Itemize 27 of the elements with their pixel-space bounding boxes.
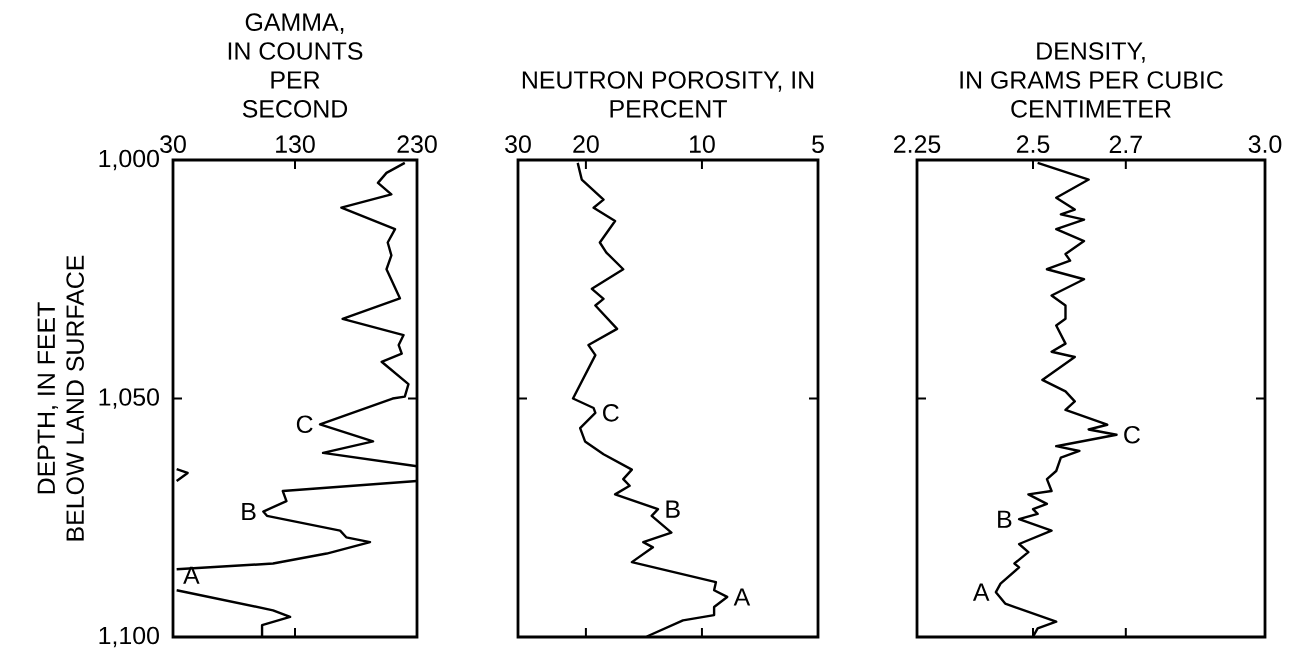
x-tick-label: 30 xyxy=(160,135,186,153)
y-axis-title: DEPTH, IN FEET BELOW LAND SURFACE xyxy=(37,255,84,541)
annotation: A xyxy=(972,583,990,601)
x-tick-label: 2.7 xyxy=(1109,135,1142,153)
y-tick-label: 1,000 xyxy=(99,149,159,171)
annotation: C xyxy=(603,404,619,422)
x-tick-label: 2.5 xyxy=(1016,135,1050,153)
x-tick-label: 230 xyxy=(397,135,437,153)
y-tick-label: 1,050 xyxy=(99,388,159,409)
annotation: B xyxy=(242,503,256,521)
x-axis-title: NEUTRON POROSITY, IN PERCENT xyxy=(522,71,814,118)
annotation: C xyxy=(1124,425,1140,444)
x-tick-label: 3.0 xyxy=(1248,135,1282,153)
annotation: B xyxy=(666,500,680,518)
x-tick-label: 30 xyxy=(505,135,531,153)
x-axis-title: GAMMA, IN COUNTS PER SECOND xyxy=(228,13,363,118)
x-tick-label: 2.25 xyxy=(894,135,941,153)
x-axis-title: DENSITY, IN GRAMS PER CUBIC CENTIMETER xyxy=(960,42,1223,118)
annotation: A xyxy=(183,566,200,584)
y-tick-label: 1,100 xyxy=(99,626,159,648)
annotation: C xyxy=(296,415,313,434)
annotation: B xyxy=(998,510,1012,528)
x-tick-label: 130 xyxy=(276,135,315,153)
x-tick-label: 5 xyxy=(812,135,824,153)
annotation: A xyxy=(733,588,751,606)
x-tick-label: 20 xyxy=(573,135,599,153)
x-tick-label: 10 xyxy=(690,135,715,153)
